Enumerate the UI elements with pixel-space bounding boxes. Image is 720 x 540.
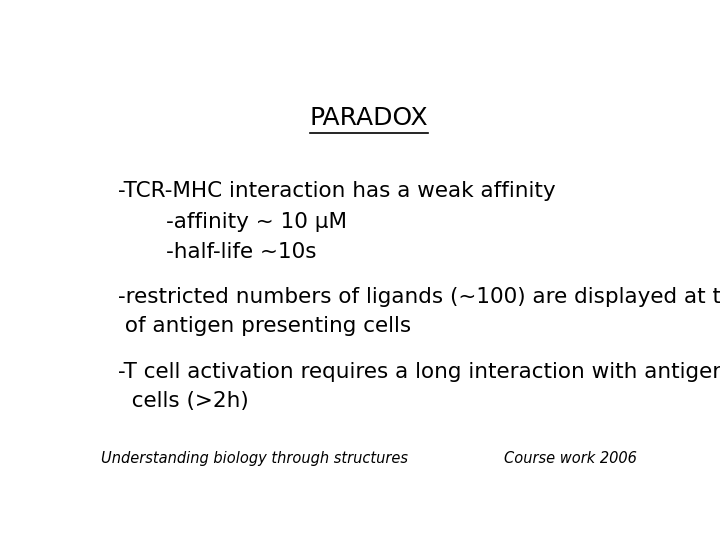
Text: Understanding biology through structures: Understanding biology through structures: [101, 451, 408, 466]
Text: PARADOX: PARADOX: [310, 106, 428, 130]
Text: cells (>2h): cells (>2h): [118, 391, 248, 411]
Text: -TCR-MHC interaction has a weak affinity: -TCR-MHC interaction has a weak affinity: [118, 181, 556, 201]
Text: of antigen presenting cells: of antigen presenting cells: [118, 316, 411, 336]
Text: -affinity ~ 10 μM: -affinity ~ 10 μM: [118, 212, 347, 232]
Text: Course work 2006: Course work 2006: [504, 451, 637, 466]
Text: -half-life ~10s: -half-life ~10s: [118, 241, 316, 261]
Text: -T cell activation requires a long interaction with antigen presenting: -T cell activation requires a long inter…: [118, 362, 720, 382]
Text: -restricted numbers of ligands (~100) are displayed at the surface: -restricted numbers of ligands (~100) ar…: [118, 287, 720, 307]
